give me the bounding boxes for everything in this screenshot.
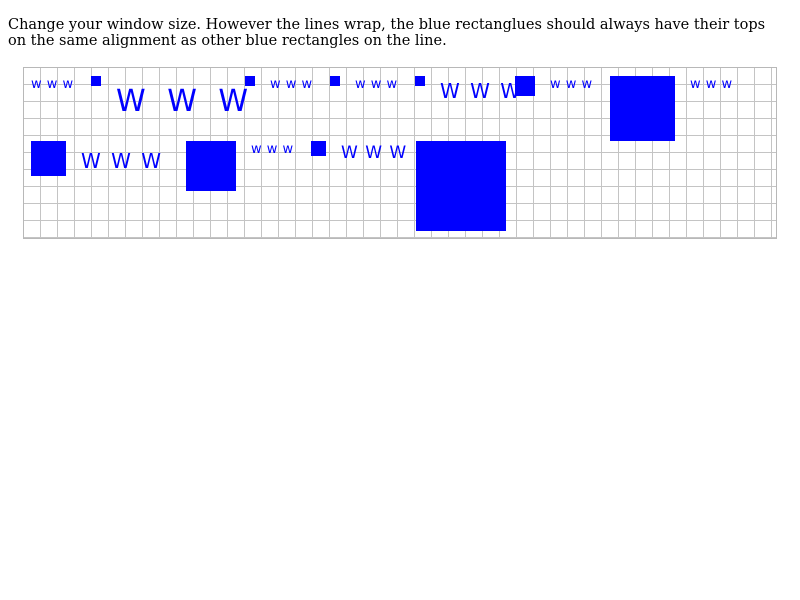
alignment-grid: w w w W W W w w w w w w W W W w w w w w …: [23, 67, 777, 239]
blue-rectangle: [416, 141, 506, 231]
www-text: w w w: [31, 77, 74, 92]
www-text: W W W: [81, 149, 164, 173]
www-text: w w w: [251, 142, 294, 157]
blue-rectangle: [31, 141, 66, 176]
www-text: w w w: [270, 77, 313, 92]
blue-rectangle: [91, 76, 101, 86]
blue-rectangle: [415, 76, 425, 86]
www-text: w w w: [355, 77, 398, 92]
blue-rectangle: [330, 76, 340, 86]
www-text: W W W: [440, 79, 523, 103]
www-text: W W W: [116, 84, 255, 119]
blue-rectangle: [245, 76, 255, 86]
blue-rectangle: [311, 141, 326, 156]
www-text: w w w: [550, 77, 593, 92]
blue-rectangle: [186, 141, 236, 191]
blue-rectangle: [515, 76, 535, 96]
instructions-text: Change your window size. However the lin…: [8, 17, 766, 49]
www-text: w w w: [690, 77, 733, 92]
www-text: W W W: [341, 143, 408, 163]
blue-rectangle: [610, 76, 675, 141]
